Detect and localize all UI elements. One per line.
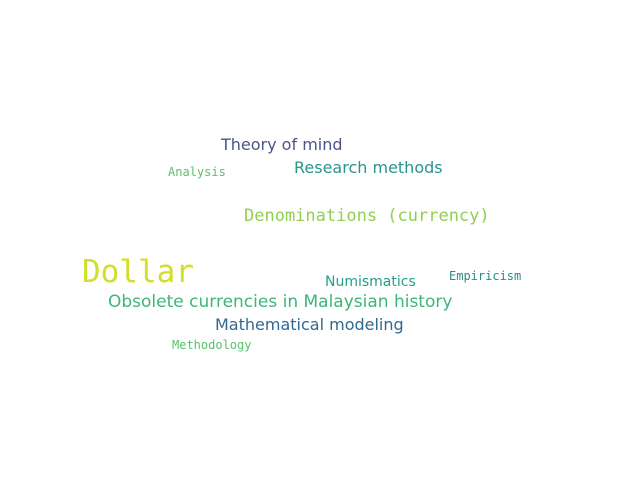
word-analysis: Analysis: [168, 165, 226, 179]
word-numismatics: Numismatics: [325, 274, 416, 290]
word-empiricism: Empiricism: [449, 269, 522, 283]
word-theory-of-mind: Theory of mind: [221, 135, 343, 154]
word-mathematical-modeling: Mathematical modeling: [215, 315, 404, 334]
word-research-methods: Research methods: [294, 158, 443, 177]
word-denominations-currency: Denominations (currency): [244, 206, 490, 226]
word-obsolete-currencies-malaysian-history: Obsolete currencies in Malaysian history: [108, 292, 453, 312]
word-dollar: Dollar: [82, 254, 194, 290]
word-methodology: Methodology: [172, 338, 252, 352]
